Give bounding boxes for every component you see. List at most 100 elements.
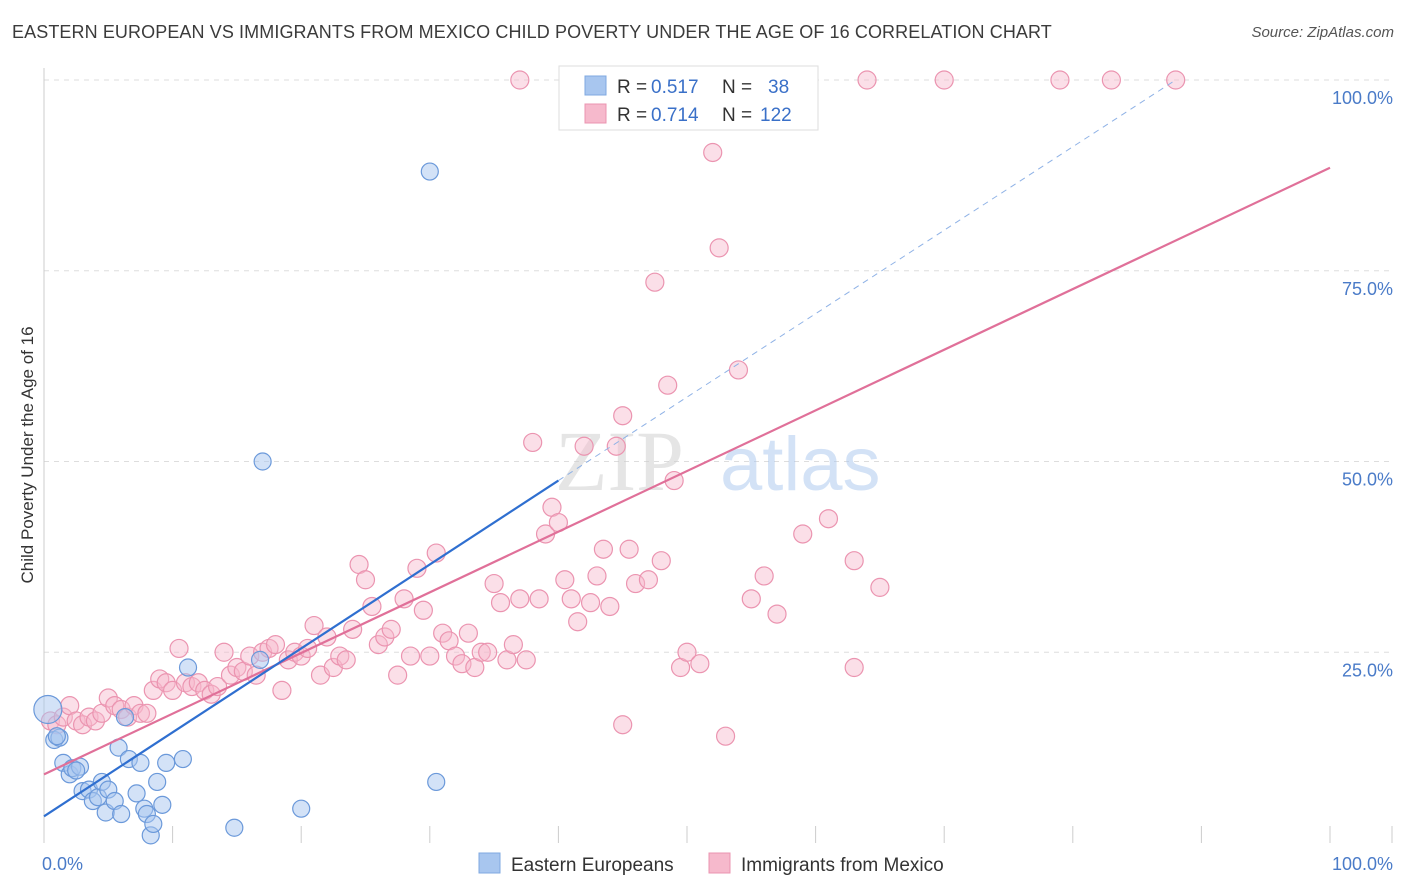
bottom-legend: Eastern Europeans Immigrants from Mexico	[478, 852, 944, 876]
regression-line-eastern-european	[43, 479, 560, 818]
point-mexico-118	[844, 657, 864, 678]
bottom-legend-label-2: Immigrants from Mexico	[741, 855, 944, 876]
source-label: Source: ZipAtlas.com	[1251, 24, 1394, 41]
point-eastern-european-36	[67, 761, 86, 780]
y-tick-label-1: 50.0%	[1342, 470, 1393, 490]
legend-n-value-1: 38	[768, 77, 789, 98]
x-tick-label-0: 0.0%	[42, 854, 83, 874]
point-mexico-93	[645, 272, 665, 292]
point-mexico-113	[857, 70, 877, 90]
legend-swatch-blue	[584, 75, 607, 96]
point-eastern-european-34	[420, 162, 439, 181]
y-tick-label-3: 100.0%	[1332, 88, 1393, 108]
point-mexico-7	[85, 711, 106, 731]
legend-r-label-1: R =	[617, 77, 647, 98]
point-mexico-5	[72, 715, 93, 735]
point-eastern-european-0	[33, 694, 63, 725]
point-eastern-european-33	[292, 799, 311, 818]
point-mexico-9	[98, 688, 118, 708]
point-mexico-81	[561, 589, 581, 609]
point-mexico-73	[510, 589, 530, 609]
watermark-atlas: atlas	[720, 422, 881, 507]
point-mexico-65	[458, 623, 478, 643]
bottom-legend-label-1: Eastern Europeans	[511, 855, 674, 876]
point-mexico-41	[304, 615, 324, 636]
point-mexico-74	[516, 650, 536, 670]
legend-n-label-2: N =	[722, 105, 752, 126]
point-eastern-european-35	[427, 772, 446, 792]
point-mexico-82	[568, 612, 588, 632]
point-mexico-54	[388, 665, 408, 685]
point-mexico-98	[677, 642, 697, 662]
point-mexico-83	[574, 436, 594, 456]
regression-line-mexico	[43, 166, 1331, 776]
point-mexico-56	[400, 646, 421, 666]
point-mexico-18	[156, 673, 176, 693]
point-mexico-36	[272, 680, 292, 701]
top-legend: R = 0.517 N = 38 R = 0.714 N = 122	[558, 65, 819, 131]
point-mexico-80	[555, 570, 575, 590]
point-mexico-86	[593, 539, 614, 559]
series-immigrants-from-mexico	[40, 70, 1186, 746]
point-mexico-72	[503, 635, 523, 655]
y-axis-ticks: 25.0% 50.0% 75.0% 100.0%	[1332, 88, 1393, 680]
point-mexico-114	[934, 70, 954, 90]
legend-r-label-2: R =	[617, 105, 647, 126]
point-eastern-european-30	[225, 818, 244, 837]
point-eastern-european-26	[153, 795, 172, 814]
point-mexico-110	[870, 577, 890, 597]
legend-r-value-2: 0.714	[651, 105, 699, 126]
point-mexico-115	[1050, 70, 1070, 90]
y-tick-label-2: 75.0%	[1342, 279, 1393, 299]
point-mexico-116	[1101, 70, 1121, 90]
point-eastern-european-32	[253, 452, 272, 471]
point-mexico-107	[793, 524, 813, 544]
point-mexico-51	[368, 635, 388, 655]
point-mexico-69	[484, 573, 504, 594]
legend-n-value-2: 122	[760, 105, 792, 126]
point-mexico-85	[587, 566, 607, 586]
legend-r-value-1: 0.517	[651, 77, 699, 98]
y-axis-label: Child Poverty Under the Age of 16	[18, 326, 37, 583]
point-mexico-95	[658, 375, 678, 395]
point-mexico-20	[169, 638, 189, 659]
point-mexico-111	[613, 715, 633, 735]
point-mexico-109	[844, 551, 864, 571]
point-eastern-european-24	[144, 814, 163, 834]
point-mexico-91	[625, 573, 646, 594]
point-mexico-64	[452, 654, 472, 674]
point-mexico-27	[214, 642, 234, 662]
point-mexico-87	[600, 596, 620, 617]
point-mexico-108	[818, 509, 839, 529]
point-mexico-92	[638, 570, 659, 590]
point-mexico-15	[137, 703, 157, 723]
point-mexico-61	[433, 623, 453, 643]
point-mexico-90	[619, 539, 639, 559]
point-mexico-35	[265, 635, 286, 655]
y-tick-label-0: 25.0%	[1342, 660, 1393, 680]
point-mexico-101	[709, 238, 729, 258]
point-eastern-european-31	[250, 650, 270, 669]
point-mexico-94	[651, 551, 671, 571]
point-mexico-105	[754, 566, 774, 586]
point-mexico-104	[741, 589, 761, 609]
point-mexico-46	[336, 650, 356, 670]
point-eastern-european-19	[127, 784, 146, 803]
legend-n-label-1: N =	[722, 77, 752, 98]
point-mexico-63	[445, 646, 466, 666]
point-mexico-76	[529, 589, 549, 609]
point-mexico-52	[375, 627, 395, 647]
point-mexico-59	[420, 646, 440, 666]
point-mexico-50	[362, 596, 382, 617]
point-eastern-european-16	[112, 804, 131, 824]
bottom-legend-swatch-pink	[708, 852, 731, 874]
point-mexico-106	[767, 604, 787, 624]
point-mexico-88	[606, 436, 626, 456]
point-mexico-84	[580, 593, 601, 613]
point-mexico-28	[220, 665, 241, 685]
point-mexico-102	[715, 726, 736, 746]
bottom-legend-swatch-blue	[478, 852, 501, 874]
watermark-zip: ZIP	[555, 413, 684, 509]
legend-swatch-pink	[584, 103, 607, 124]
